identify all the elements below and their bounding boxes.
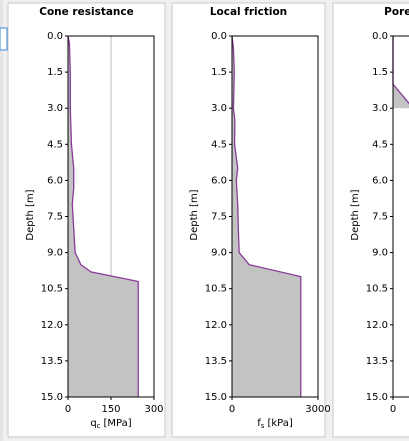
x-axis-label: fs [kPa] bbox=[257, 418, 293, 430]
y-axis-label: Depth [m] bbox=[25, 189, 36, 240]
y-tick-label: 9.0 bbox=[372, 248, 388, 259]
x-tick-label: 0 bbox=[65, 404, 71, 415]
y-tick-label: 1.5 bbox=[211, 67, 227, 78]
y-tick-label: 9.0 bbox=[47, 248, 63, 259]
plot-frame bbox=[67, 35, 155, 398]
area-fill bbox=[393, 36, 409, 109]
area-fill bbox=[68, 36, 139, 397]
plot-frame bbox=[392, 35, 409, 398]
x-tick-label: 300 bbox=[144, 404, 163, 415]
panel: Cone resistance 0 150 300 0.0 1.5 3.0 4.5 6.0 7.5… bbox=[7, 2, 166, 438]
y-tick-label: 15.0 bbox=[205, 392, 227, 403]
profile-line bbox=[231, 35, 302, 397]
x-axis-label-unit: [kPa] bbox=[267, 418, 292, 429]
y-tick-label: 3.0 bbox=[372, 103, 388, 114]
area-fill bbox=[232, 36, 301, 397]
plot-frame bbox=[231, 35, 319, 398]
y-tick-label: 0.0 bbox=[211, 31, 227, 42]
x-axis-label-unit: [MPa] bbox=[104, 418, 132, 429]
y-tick-label: 15.0 bbox=[41, 392, 63, 403]
y-tick-label: 13.5 bbox=[366, 356, 388, 367]
y-tick-label: 13.5 bbox=[41, 356, 63, 367]
y-tick-label: 1.5 bbox=[372, 67, 388, 78]
y-tick-label: 4.5 bbox=[47, 139, 63, 150]
y-tick-label: 10.5 bbox=[205, 284, 227, 295]
y-tick-label: 10.5 bbox=[41, 284, 63, 295]
profile-line bbox=[67, 35, 139, 397]
x-tick-label: 0 bbox=[390, 404, 396, 415]
x-axis-label: qc [MPa] bbox=[90, 418, 131, 430]
y-tick-label: 4.5 bbox=[211, 139, 227, 150]
y-tick-label: 1.5 bbox=[47, 67, 63, 78]
x-axis-label-sub: c bbox=[97, 422, 101, 430]
y-tick-label: 7.5 bbox=[47, 212, 63, 223]
y-tick-label: 12.0 bbox=[41, 320, 63, 331]
y-tick-label: 10.5 bbox=[366, 284, 388, 295]
panel-frame bbox=[332, 2, 409, 438]
x-axis-label-symbol: f bbox=[257, 418, 261, 429]
y-tick-label: 12.0 bbox=[366, 320, 388, 331]
panel: Pore pre 0 0.0 1.5 3.0 4.5 6.0 7.5 9.0 10.5 12.0 13… bbox=[332, 2, 409, 438]
y-tick-label: 12.0 bbox=[205, 320, 227, 331]
y-axis-label: Depth [m] bbox=[350, 189, 361, 240]
y-tick-label: 6.0 bbox=[47, 175, 63, 186]
y-tick-label: 3.0 bbox=[211, 103, 227, 114]
panel-title: Pore pre bbox=[384, 6, 409, 18]
y-tick-label: 7.5 bbox=[211, 212, 227, 223]
x-tick-label: 150 bbox=[101, 404, 120, 415]
panel-title: Local friction bbox=[210, 6, 287, 18]
x-tick-label: 3000 bbox=[305, 404, 330, 415]
y-tick-label: 0.0 bbox=[372, 31, 388, 42]
y-tick-label: 0.0 bbox=[47, 31, 63, 42]
y-tick-label: 6.0 bbox=[372, 175, 388, 186]
y-tick-label: 13.5 bbox=[205, 356, 227, 367]
sidebar-tab[interactable] bbox=[0, 27, 8, 51]
x-axis-label-sub: s bbox=[261, 422, 265, 430]
sidebar bbox=[0, 0, 3, 441]
y-tick-label: 4.5 bbox=[372, 139, 388, 150]
x-axis-label-symbol: q bbox=[90, 418, 96, 429]
x-tick-label: 0 bbox=[229, 404, 235, 415]
panel: Local friction 0 3000 0.0 1.5 3.0 4.5 6.0 7.5 9.0… bbox=[171, 2, 331, 438]
y-axis-label: Depth [m] bbox=[189, 189, 200, 240]
y-tick-label: 7.5 bbox=[372, 212, 388, 223]
y-tick-label: 3.0 bbox=[47, 103, 63, 114]
y-tick-label: 15.0 bbox=[366, 392, 388, 403]
panel-title: Cone resistance bbox=[39, 6, 134, 18]
y-tick-label: 9.0 bbox=[211, 248, 227, 259]
y-tick-label: 6.0 bbox=[211, 175, 227, 186]
